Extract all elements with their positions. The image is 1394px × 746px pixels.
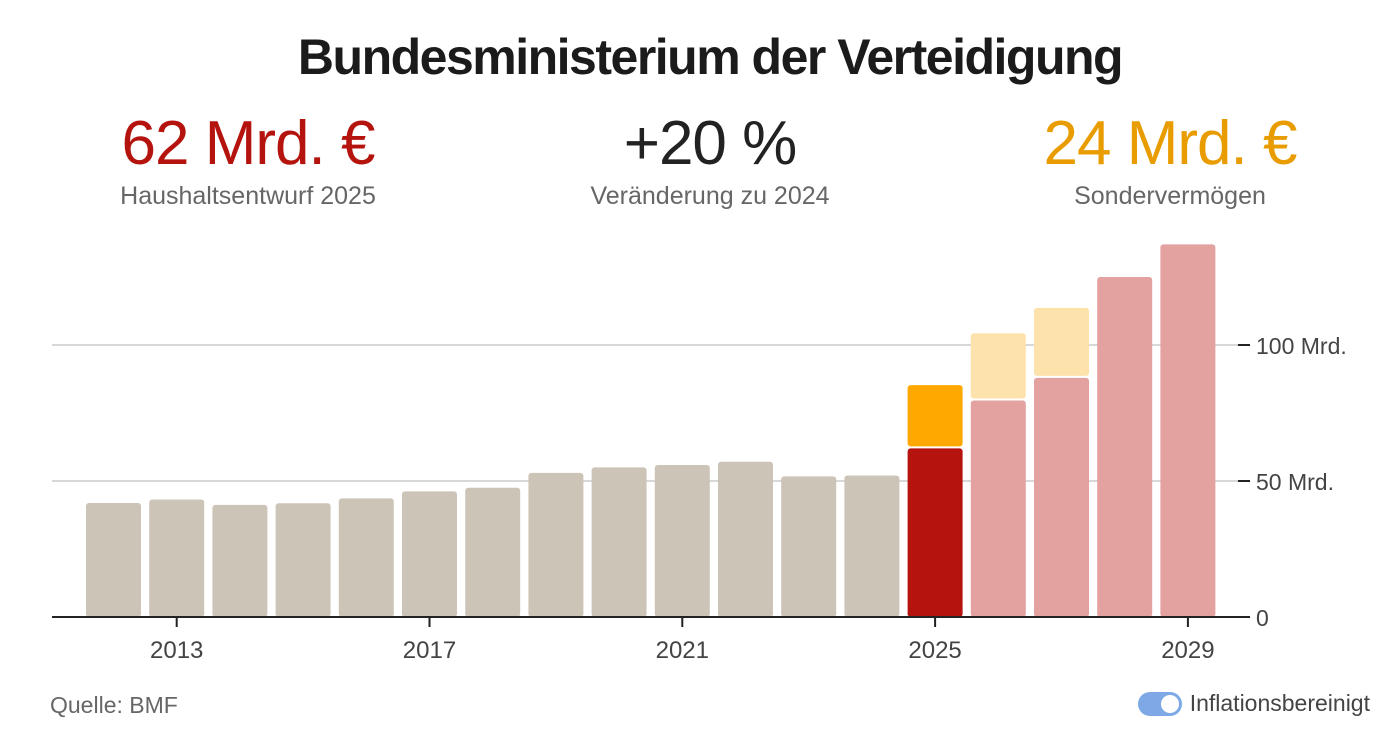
- bar-special-2025[interactable]: [907, 385, 963, 447]
- y-tick-label: 0: [1256, 605, 1269, 631]
- bar-2017[interactable]: [402, 491, 457, 617]
- bar-2020[interactable]: [591, 467, 647, 617]
- x-tick-label: 2013: [150, 637, 203, 664]
- x-tick-label: 2029: [1161, 637, 1214, 664]
- bar-2028[interactable]: [1097, 277, 1153, 617]
- bar-2014[interactable]: [212, 504, 268, 617]
- stat-budget-value: 62 Mrd. €: [121, 109, 376, 178]
- y-tick-label: 50 Mrd.: [1256, 469, 1334, 495]
- bar-2016[interactable]: [338, 498, 394, 617]
- bar-2023[interactable]: [781, 476, 837, 617]
- stat-budget-label: Haushaltsentwurf 2025: [120, 182, 376, 210]
- bar-2015[interactable]: [275, 503, 331, 617]
- bar-2012[interactable]: [86, 503, 141, 617]
- inflation-toggle-control[interactable]: Inflationsbereinigt: [1137, 690, 1370, 717]
- bar-2027[interactable]: [1034, 377, 1089, 617]
- x-tick-label: 2021: [656, 637, 709, 664]
- chart-title: Bundesministerium der Verteidigung: [297, 29, 1124, 85]
- bar-2026[interactable]: [970, 400, 1026, 617]
- bar-special-2026[interactable]: [970, 333, 1026, 399]
- stat-change-value: +20 %: [623, 109, 798, 178]
- bar-2029[interactable]: [1160, 244, 1216, 618]
- stat-change-label: Veränderung zu 2024: [590, 182, 830, 210]
- bar-2013[interactable]: [149, 499, 205, 617]
- inflation-toggle-label[interactable]: Inflationsbereinigt: [1189, 690, 1370, 716]
- bar-2019[interactable]: [528, 472, 584, 617]
- stat-special: 24 Mrd. € Sondervermögen: [970, 108, 1370, 211]
- bar-2022[interactable]: [718, 461, 773, 617]
- bar-2024[interactable]: [844, 475, 900, 617]
- bar-2018[interactable]: [465, 487, 521, 617]
- stat-budget: 62 Mrd. € Haushaltsentwurf 2025: [48, 108, 448, 211]
- inflation-toggle-switch[interactable]: [1137, 691, 1182, 716]
- stat-special-label: Sondervermögen: [1074, 182, 1266, 210]
- x-tick-label: 2017: [403, 637, 456, 664]
- bar-2021[interactable]: [654, 464, 710, 617]
- toggle-knob: [1160, 694, 1179, 713]
- y-tick-label: 100 Mrd.: [1256, 333, 1347, 359]
- stat-change: +20 % Veränderung zu 2024: [510, 108, 910, 211]
- stat-special-value: 24 Mrd. €: [1043, 109, 1298, 178]
- x-tick-label: 2025: [908, 637, 961, 664]
- source-note: Quelle: BMF: [50, 692, 178, 718]
- bar-2025[interactable]: [907, 448, 963, 617]
- bar-special-2027[interactable]: [1034, 307, 1089, 376]
